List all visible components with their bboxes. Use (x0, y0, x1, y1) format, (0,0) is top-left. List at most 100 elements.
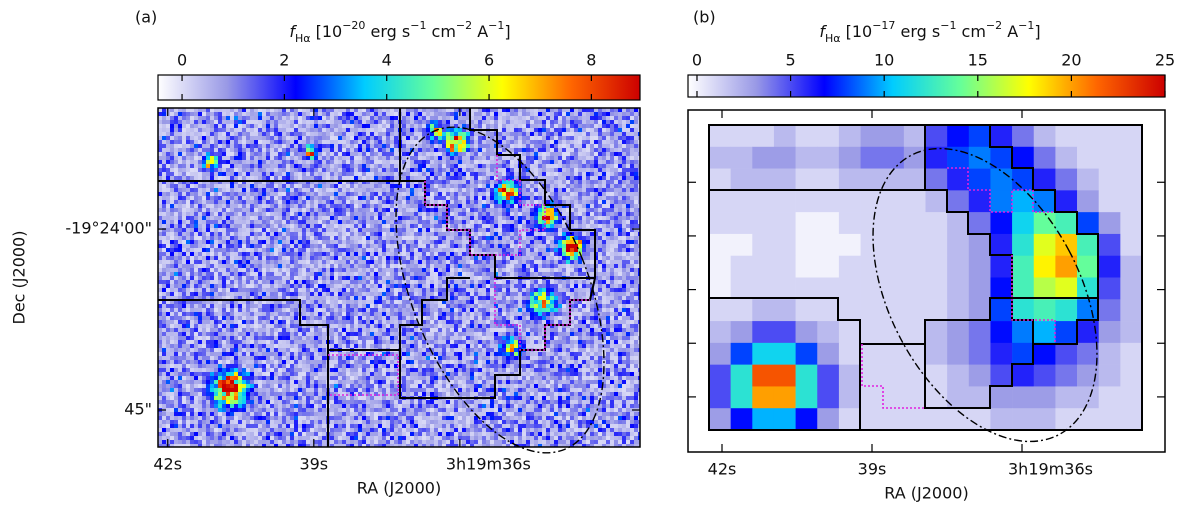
image-pixel (330, 144, 334, 148)
image-pixel (286, 176, 290, 180)
image-pixel (182, 152, 186, 156)
image-pixel (338, 116, 342, 120)
image-pixel (246, 224, 250, 228)
image-pixel (426, 268, 430, 272)
image-pixel (278, 120, 282, 124)
image-pixel (442, 188, 446, 192)
image-pixel (334, 228, 338, 232)
image-pixel (258, 208, 262, 212)
image-pixel (162, 220, 166, 224)
image-pixel (454, 236, 458, 240)
image-pixel (290, 164, 294, 168)
image-pixel (486, 256, 490, 260)
image-pixel (238, 196, 242, 200)
image-pixel (626, 220, 630, 224)
image-pixel (358, 264, 362, 268)
image-pixel (190, 112, 194, 116)
image-pixel (582, 140, 586, 144)
image-pixel (522, 144, 526, 148)
image-pixel (466, 256, 470, 260)
image-pixel (394, 188, 398, 192)
image-pixel (490, 196, 494, 200)
image-pixel (438, 136, 442, 140)
image-pixel (614, 116, 618, 120)
image-pixel (582, 244, 586, 248)
image-pixel (634, 164, 638, 168)
image-pixel (194, 252, 198, 256)
image-pixel (298, 160, 302, 164)
image-pixel (614, 184, 618, 188)
image-pixel (370, 244, 374, 248)
image-pixel (274, 196, 278, 200)
image-pixel (178, 120, 182, 124)
image-pixel (454, 136, 458, 140)
image-pixel (166, 268, 170, 272)
image-pixel (426, 136, 430, 140)
image-pixel (466, 216, 470, 220)
image-pixel (182, 268, 186, 272)
image-pixel (462, 252, 466, 256)
image-pixel (442, 184, 446, 188)
image-pixel (282, 212, 286, 216)
image-pixel (250, 216, 254, 220)
image-pixel (618, 264, 622, 268)
image-pixel (286, 124, 290, 128)
image-pixel (206, 212, 210, 216)
image-pixel (198, 228, 202, 232)
image-pixel (602, 208, 606, 212)
image-pixel (218, 184, 222, 188)
image-pixel (194, 128, 198, 132)
image-pixel (358, 192, 362, 196)
image-pixel (222, 184, 226, 188)
image-pixel (258, 228, 262, 232)
image-pixel (566, 260, 570, 264)
image-pixel (542, 236, 546, 240)
image-pixel (446, 152, 450, 156)
image-pixel (498, 268, 502, 272)
image-pixel (482, 204, 486, 208)
image-pixel (578, 116, 582, 120)
image-pixel (550, 124, 554, 128)
image-pixel (302, 116, 306, 120)
image-pixel (202, 216, 206, 220)
image-pixel (538, 168, 542, 172)
image-pixel (322, 112, 326, 116)
image-pixel (426, 236, 430, 240)
image-pixel (286, 208, 290, 212)
image-pixel (262, 264, 266, 268)
image-pixel (622, 264, 626, 268)
image-pixel (634, 140, 638, 144)
image-pixel (290, 224, 294, 228)
image-pixel (178, 240, 182, 244)
image-pixel (586, 184, 590, 188)
image-pixel (602, 168, 606, 172)
image-pixel (434, 224, 438, 228)
image-pixel (334, 268, 338, 272)
image-pixel (170, 200, 174, 204)
image-pixel (242, 140, 246, 144)
image-pixel (614, 192, 618, 196)
image-pixel (350, 196, 354, 200)
image-pixel (306, 164, 310, 168)
image-pixel (502, 236, 506, 240)
image-pixel (234, 236, 238, 240)
image-pixel (506, 188, 510, 192)
image-pixel (282, 148, 286, 152)
image-pixel (574, 180, 578, 184)
image-pixel (346, 220, 350, 224)
image-pixel (554, 200, 558, 204)
image-pixel (354, 164, 358, 168)
image-pixel (210, 120, 214, 124)
image-pixel (502, 244, 506, 248)
image-pixel (294, 220, 298, 224)
image-pixel (510, 216, 514, 220)
image-pixel (194, 132, 198, 136)
image-pixel (338, 236, 342, 240)
image-pixel (530, 240, 534, 244)
image-pixel (266, 152, 270, 156)
image-pixel (366, 160, 370, 164)
image-pixel (582, 240, 586, 244)
image-pixel (406, 128, 410, 132)
image-pixel (630, 236, 634, 240)
image-pixel (558, 148, 562, 152)
